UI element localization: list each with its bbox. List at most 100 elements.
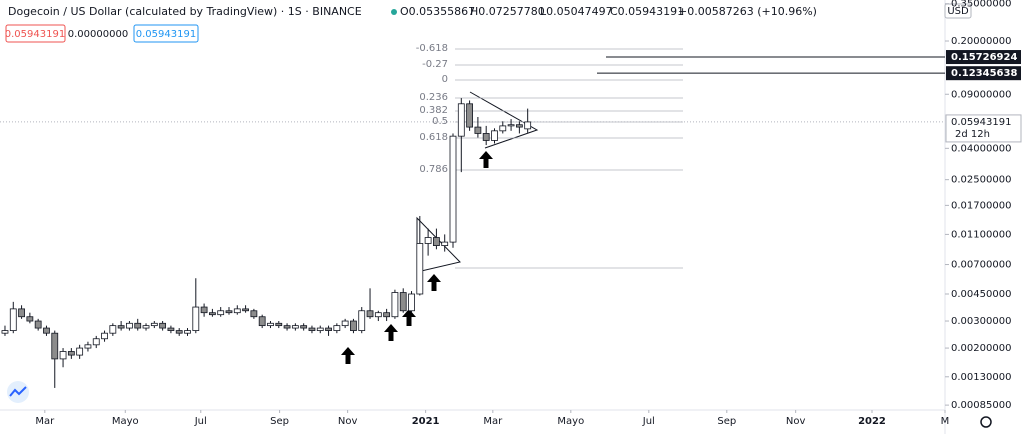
y-tick-label: 0.00450000 (951, 289, 1011, 300)
ohlc-value: O0.05355867 (400, 5, 475, 18)
candle-body (34, 320, 42, 329)
ohlc-value: L0.05047497 (540, 5, 613, 18)
candle-body (524, 121, 532, 130)
candle-body (424, 237, 432, 244)
y-tick-label: 0.00200000 (951, 343, 1011, 354)
input-box (133, 24, 199, 43)
candle-body (43, 327, 50, 334)
candle-body (126, 322, 133, 329)
input-boxes: 0.05943191 0.00000000 0.05943191 (5, 24, 199, 43)
up-arrow (479, 151, 493, 168)
candle-body (291, 325, 299, 329)
up-arrow (402, 309, 416, 326)
candle-body (134, 322, 142, 329)
input-box-text: 0.00000000 (68, 29, 128, 40)
candle-body (350, 320, 357, 331)
candle-body (499, 125, 507, 132)
x-tick-label: 2021 (412, 416, 440, 427)
y-tick-label: 0.01700000 (951, 200, 1011, 211)
candle-body (184, 330, 191, 334)
candle-body (18, 308, 25, 318)
currency-box (944, 3, 972, 19)
x-tick-label: Mar (35, 416, 55, 427)
y-tick-label: 0.00300000 (951, 316, 1011, 327)
input-box-text: 0.05943191 (5, 29, 65, 40)
candle-body (333, 325, 341, 331)
candle-body (416, 243, 424, 295)
triangle (469, 91, 539, 149)
candle-body (208, 312, 216, 316)
candle-body (51, 332, 59, 360)
candle-body (433, 237, 440, 246)
y-tick-label: 0.35000000 (951, 0, 1011, 10)
candle-body (267, 322, 274, 327)
chart-title: Dogecoin / US Dollar (calculated by Trad… (8, 5, 362, 18)
candle-body (101, 332, 108, 340)
y-tick-label: 0.00700000 (951, 260, 1011, 271)
input-box (5, 24, 66, 43)
up-arrow (427, 274, 441, 291)
x-tick-label: Jul (642, 416, 655, 427)
candle-body (275, 322, 283, 327)
candle-body (175, 330, 183, 334)
countdown: 2d 12h (955, 129, 990, 140)
candle-body (167, 327, 175, 331)
ohlc-value: +0.00587263 (+10.96%) (678, 5, 817, 18)
arrows (341, 151, 493, 364)
candle-body (482, 133, 490, 141)
candle-body (9, 308, 17, 331)
fib-label: 0.5 (432, 116, 448, 127)
candle-body (325, 327, 332, 331)
candle-body (491, 130, 498, 141)
candle-body (92, 338, 100, 346)
candle-body (383, 312, 391, 318)
candle-body (200, 306, 208, 314)
fib-label: 0 (442, 74, 448, 85)
ohlc-value: C0.05943191 (610, 5, 684, 18)
candle-body (159, 322, 167, 329)
candle-body (399, 292, 407, 312)
x-tick-label: Nov (338, 416, 358, 427)
candle-body (250, 310, 258, 318)
candle-body (391, 292, 399, 318)
candle-body (26, 316, 34, 322)
candle-body (192, 306, 200, 331)
candle-body (142, 325, 150, 329)
candle-body (341, 320, 349, 327)
fib-label: 0.382 (419, 105, 448, 116)
last-price-bg (945, 114, 1022, 143)
candle-body (358, 310, 366, 331)
x-tick-label: Mayo (112, 416, 139, 427)
candle-body (117, 325, 125, 329)
candle-body (374, 312, 382, 318)
y-tick-label: 0.00085000 (951, 400, 1011, 411)
y-tick-label: 0.00130000 (951, 372, 1011, 383)
x-tick-label: Jul (194, 416, 207, 427)
x-tick-label: Nov (786, 416, 806, 427)
candle-body (242, 308, 249, 312)
candle-body (449, 135, 457, 243)
candle-body (515, 124, 523, 128)
last-price-label: 0.05943191 (951, 117, 1011, 128)
candle-body (408, 293, 415, 312)
y-tick-label: 0.09000000 (951, 89, 1011, 100)
candle-body (150, 322, 158, 327)
up-arrow (341, 347, 355, 364)
price-ray-label-bg (946, 50, 1021, 65)
x-tick-label: Mayo (557, 416, 584, 427)
fib-label: -0.27 (422, 59, 448, 70)
x-tick-label: M (941, 416, 950, 427)
ohlc-legend: O0.05355867H0.07257780L0.05047497C0.0594… (400, 5, 817, 18)
candle-body (109, 325, 117, 334)
candle-body (316, 327, 324, 331)
candle-body (225, 310, 233, 314)
up-arrow (384, 324, 398, 341)
candle-body (258, 316, 266, 327)
x-tick-label: Sep (717, 416, 736, 427)
candle-body (300, 325, 308, 329)
x-tick-label: 2022 (858, 416, 886, 427)
settings-icon[interactable] (980, 416, 992, 428)
candle-body (466, 103, 473, 128)
candle-body (283, 325, 291, 329)
candle-body (1, 330, 9, 334)
